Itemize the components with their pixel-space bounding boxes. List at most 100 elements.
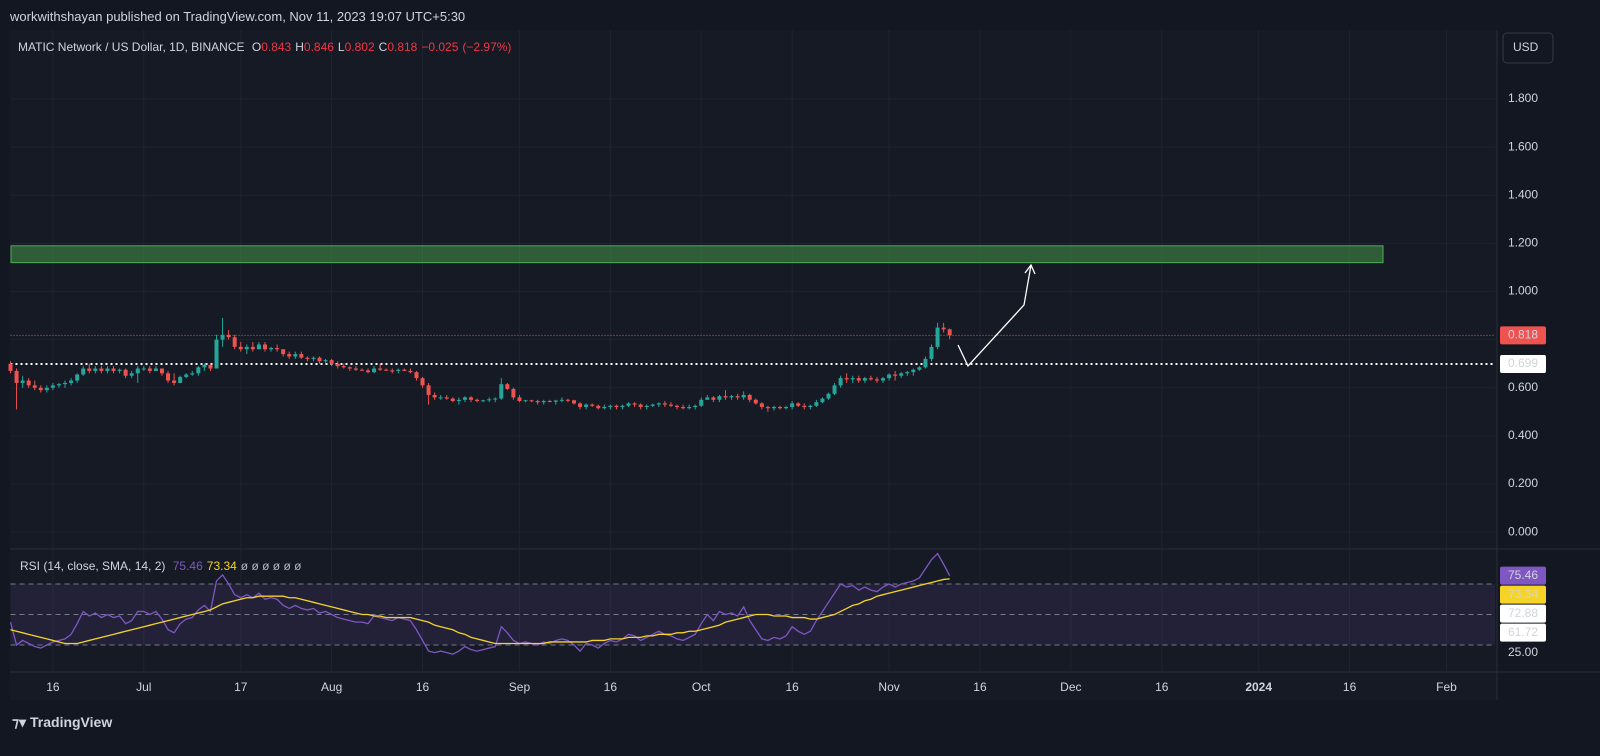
symbol-title: MATIC Network / US Dollar, 1D, BINANCE (18, 40, 245, 54)
candle-body (572, 400, 577, 404)
x-tick-label: 16 (785, 680, 799, 694)
candle-body (899, 373, 904, 376)
brand-text: TradingView (30, 714, 113, 730)
ohlc-key: C (378, 40, 388, 54)
plot-area (10, 30, 1497, 700)
candle-body (887, 374, 892, 379)
candle-body (299, 354, 304, 358)
candle-body (505, 384, 510, 389)
candle-body (172, 380, 177, 383)
candle-body (190, 373, 195, 375)
candle-body (347, 367, 352, 369)
candle-body (359, 369, 364, 371)
candle-body (456, 399, 461, 401)
candle-body (881, 378, 886, 381)
candle-body (69, 380, 74, 383)
candle-body (644, 405, 649, 408)
x-tick-label: 2024 (1245, 680, 1272, 694)
rsi-value-box (1500, 585, 1546, 604)
candle-body (705, 397, 710, 400)
currency-button-frame[interactable] (1502, 32, 1554, 64)
y-tick-label: 0.200 (1508, 476, 1538, 490)
candle-body (81, 368, 86, 375)
candle-body (668, 404, 673, 406)
candle-body (523, 400, 528, 402)
candle-body (426, 385, 431, 395)
candle-body (590, 404, 595, 406)
candle-body (432, 394, 437, 398)
candle-body (408, 370, 413, 373)
candle-body (559, 399, 564, 401)
candle-body (729, 396, 734, 398)
candle-body (535, 400, 540, 403)
candle-body (226, 334, 231, 338)
candle-body (390, 370, 395, 372)
x-tick-label: 16 (973, 680, 987, 694)
candle-body (578, 403, 583, 408)
candle-body (856, 378, 861, 381)
candle-body (56, 384, 61, 386)
candle-body (402, 369, 407, 371)
candle-body (481, 400, 486, 402)
candle-body (32, 385, 37, 388)
candle-body (214, 339, 219, 369)
rsi-tick-label: 25.00 (1508, 645, 1538, 659)
y-tick-label: 1.400 (1508, 187, 1538, 201)
candle-body (838, 378, 843, 386)
candle-body (814, 402, 819, 406)
y-tick-label: 1.800 (1508, 91, 1538, 105)
rsi-value-label: 75.46 (1508, 568, 1538, 582)
rsi-extra-box (1500, 623, 1546, 642)
candle-body (135, 368, 140, 374)
candle-body (450, 398, 455, 401)
footer-brand[interactable]: ⁊▾ TradingView (12, 714, 116, 731)
candle-body (808, 405, 813, 408)
candle-body (917, 367, 922, 370)
candle-body (699, 399, 704, 406)
candle-body (862, 378, 867, 381)
brand-logo: ⁊▾ (12, 714, 26, 730)
drawing-arrowhead (1024, 263, 1036, 275)
y-tick-label: 0.400 (1508, 428, 1538, 442)
last-price-label: 0.818 (1508, 327, 1538, 341)
candle-body (911, 369, 916, 373)
candle-body (547, 400, 552, 402)
candle-body (893, 374, 898, 376)
candle-body (63, 382, 68, 385)
candle-body (784, 407, 789, 409)
candle-body (923, 358, 928, 368)
rsi-line (9, 552, 951, 655)
last-price-box (1500, 326, 1546, 345)
candle-body (874, 379, 879, 381)
rsi-title: RSI (14, close, SMA, 14, 2) (20, 559, 166, 573)
x-tick-label: 16 (604, 680, 618, 694)
candle-body (778, 407, 783, 409)
rsi-placeholders: ø ø ø ø ø ø (240, 559, 302, 573)
level-box (1500, 354, 1546, 373)
candle-body (220, 334, 225, 340)
candle-body (741, 394, 746, 398)
candle-body (941, 327, 946, 330)
x-tick-label: 16 (416, 680, 430, 694)
candle-body (44, 387, 49, 391)
candle-body (790, 403, 795, 408)
candle-body (208, 364, 213, 369)
y-tick-label: 1.600 (1508, 139, 1538, 153)
candle-body (444, 397, 449, 399)
candle-body (517, 397, 522, 401)
candle-body (147, 368, 152, 371)
candle-body (202, 364, 207, 368)
candle-body (311, 357, 316, 359)
currency-button[interactable]: USD (1513, 40, 1539, 54)
candle-body (305, 357, 310, 359)
candle-body (765, 407, 770, 409)
candle-body (693, 405, 698, 408)
candle-body (250, 346, 255, 350)
candle-body (675, 405, 680, 408)
rsi-extra-box (1500, 604, 1546, 623)
candle-body (281, 349, 286, 355)
rsi-extra-label: 72.88 (1508, 606, 1538, 620)
candle-body (141, 368, 146, 370)
